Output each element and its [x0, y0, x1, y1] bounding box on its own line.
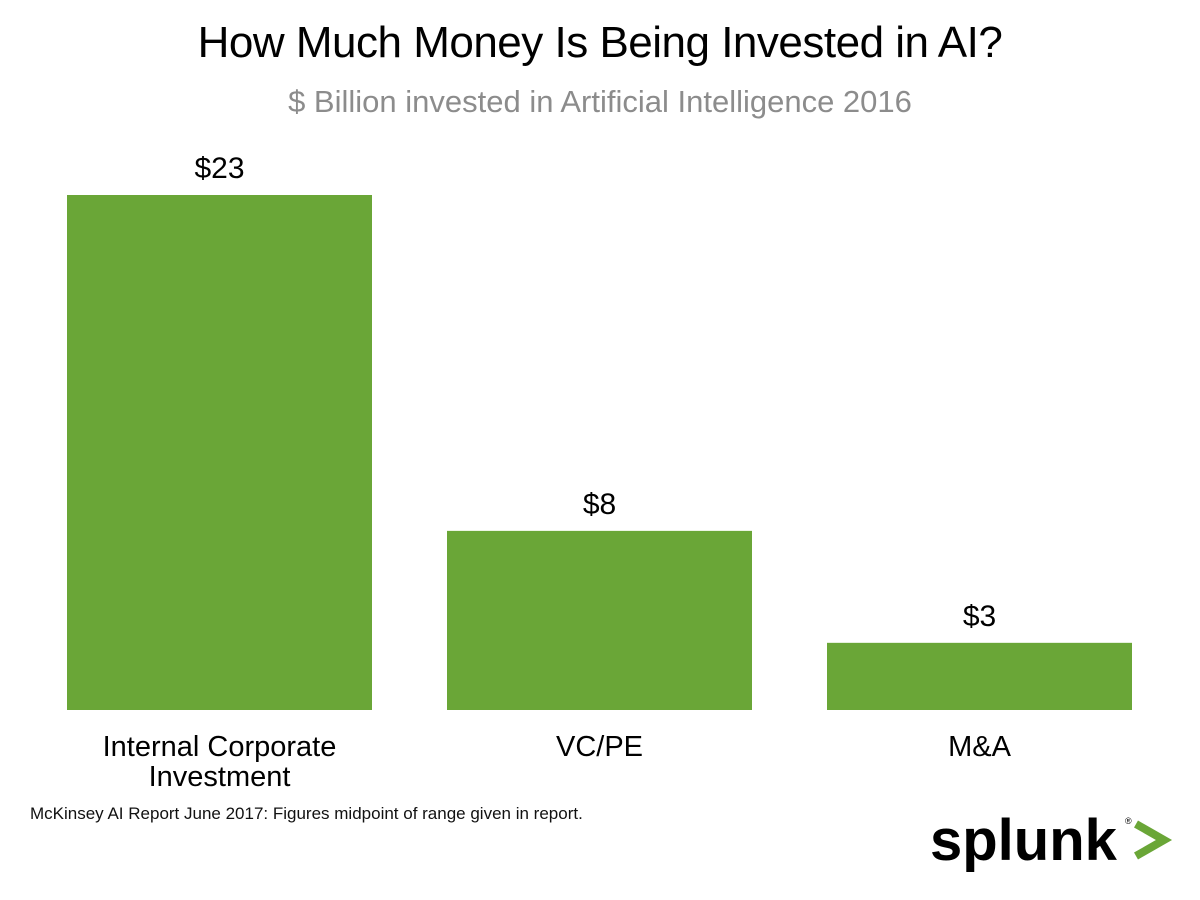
- chevron-right-icon: [1134, 820, 1173, 860]
- source-footnote: McKinsey AI Report June 2017: Figures mi…: [30, 804, 583, 823]
- splunk-logo: splunk ®: [930, 808, 1173, 873]
- category-label-1-line-1: Internal Corporate: [103, 731, 337, 763]
- chart-title: How Much Money Is Being Invested in AI?: [197, 18, 1003, 67]
- registered-mark: ®: [1125, 816, 1132, 826]
- bar-3: [827, 642, 1132, 710]
- category-label-1-line-2: Investment: [149, 761, 291, 793]
- category-label-3-line-1: M&A: [948, 731, 1012, 763]
- bar-2: [447, 530, 752, 710]
- chart-subtitle: $ Billion invested in Artificial Intelli…: [288, 84, 912, 119]
- value-label-1: $23: [194, 152, 244, 185]
- value-label-2: $8: [583, 488, 616, 521]
- bar-1: [67, 195, 372, 710]
- splunk-wordmark: splunk: [930, 808, 1118, 873]
- value-label-3: $3: [963, 600, 996, 633]
- category-label-2-line-1: VC/PE: [556, 731, 643, 763]
